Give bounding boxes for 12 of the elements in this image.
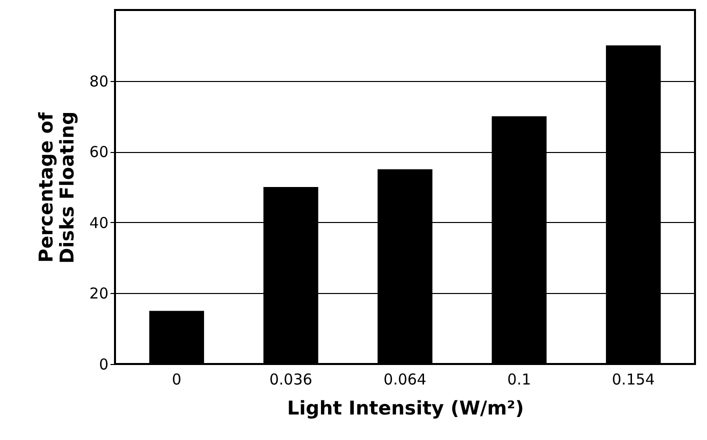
x-tick-label: 0.036 [269,370,312,388]
y-tick-label: 60 [89,143,108,162]
y-tick-label: 80 [89,72,108,90]
y-tick-label: 20 [89,284,108,303]
x-tick-label: 0 [172,370,182,388]
y-axis-title: Percentage of Disks Floating [35,111,78,264]
y-tick-label: 0 [98,356,108,374]
y-tick-label: 40 [89,214,108,232]
x-tick-label: 0.154 [612,370,655,388]
x-tick-label: 0.1 [507,370,532,388]
x-axis-title: Light Intensity (W/m²) [287,398,524,420]
x-tick-label: 0.064 [384,370,426,388]
